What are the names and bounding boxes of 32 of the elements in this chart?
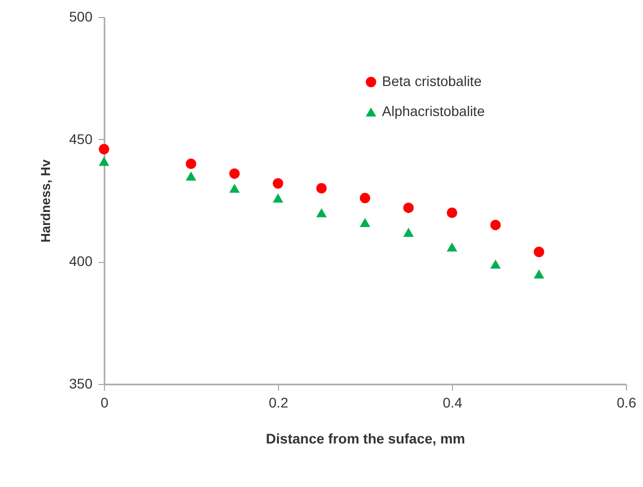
y-tick-label: 350 [69, 376, 93, 392]
point [490, 220, 501, 230]
point [316, 183, 327, 194]
y-axis-title: Hardness, Hv [38, 158, 54, 243]
point [229, 184, 240, 193]
x-axis-title: Distance from the suface, mm [266, 430, 466, 446]
point [98, 156, 110, 166]
point [98, 144, 110, 154]
x-tick-label: 0 [100, 394, 109, 410]
point [360, 218, 370, 228]
point [446, 208, 458, 218]
point [403, 228, 414, 237]
y-tick-label: 450 [69, 130, 93, 147]
y-tick-label: 400 [69, 253, 93, 270]
point [446, 242, 458, 252]
x-tick-label: 0.6 [616, 394, 636, 410]
point [186, 158, 196, 170]
point [272, 178, 284, 189]
legend-label: Alphacristobalite [382, 103, 485, 119]
legend-label: Beta cristobalite [382, 73, 482, 89]
point [534, 269, 544, 278]
point [403, 202, 414, 214]
point [272, 194, 284, 203]
point [186, 171, 196, 181]
point [534, 246, 544, 258]
point [490, 260, 501, 269]
x-tick-label: 0.4 [442, 394, 462, 410]
point [360, 192, 370, 204]
x-tick-label: 0.2 [268, 394, 288, 410]
y-tick-label: 500 [69, 8, 93, 24]
point [229, 168, 240, 179]
point [316, 208, 327, 218]
